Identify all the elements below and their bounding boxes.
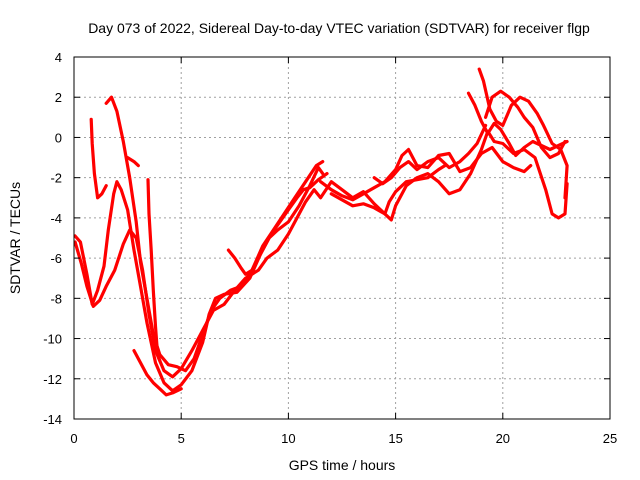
series-layer xyxy=(73,67,569,397)
series-line-trace-10 xyxy=(466,91,569,158)
y-tick-label: -10 xyxy=(43,332,62,347)
y-tick-label: 0 xyxy=(55,130,62,145)
series-line-trace-4 xyxy=(125,156,140,168)
y-tick-label: -4 xyxy=(50,211,62,226)
y-tick-label: -6 xyxy=(50,251,62,266)
series-line-trace-7 xyxy=(132,349,183,397)
chart-title: Day 073 of 2022, Sidereal Day-to-day VTE… xyxy=(88,20,590,36)
y-tick-label: 4 xyxy=(55,50,62,65)
series-line-trace-13 xyxy=(372,123,488,186)
x-tick-label: 0 xyxy=(70,431,77,446)
series-line-trace-2 xyxy=(73,129,569,379)
x-tick-label: 25 xyxy=(603,431,617,446)
y-tick-label: -2 xyxy=(50,171,62,186)
x-axis-label: GPS time / hours xyxy=(289,457,396,473)
grid xyxy=(74,57,610,419)
axis-ticks: 0 5 10 15 20 25 -14 -12 -10 -8 -6 -4 -2 0 2 4 xyxy=(43,50,617,446)
series-line-trace-8 xyxy=(226,172,329,276)
series-line-trace-5 xyxy=(89,117,108,200)
series-line-trace-1 xyxy=(73,166,325,393)
series-line-trace-6 xyxy=(146,178,162,363)
y-tick-label: -12 xyxy=(43,372,62,387)
y-axis-label: SDTVAR / TECUs xyxy=(7,182,23,294)
y-tick-label: -8 xyxy=(50,291,62,306)
y-tick-label: 2 xyxy=(55,90,62,105)
x-tick-label: 20 xyxy=(496,431,510,446)
x-tick-label: 15 xyxy=(388,431,402,446)
series-line-trace-12 xyxy=(484,89,567,160)
series-line-trace-14 xyxy=(329,164,447,216)
plot-frame xyxy=(73,56,611,420)
y-tick-label: -14 xyxy=(43,412,62,427)
x-tick-label: 10 xyxy=(281,431,295,446)
series-line-trace-11 xyxy=(477,67,569,200)
x-tick-label: 5 xyxy=(178,431,185,446)
